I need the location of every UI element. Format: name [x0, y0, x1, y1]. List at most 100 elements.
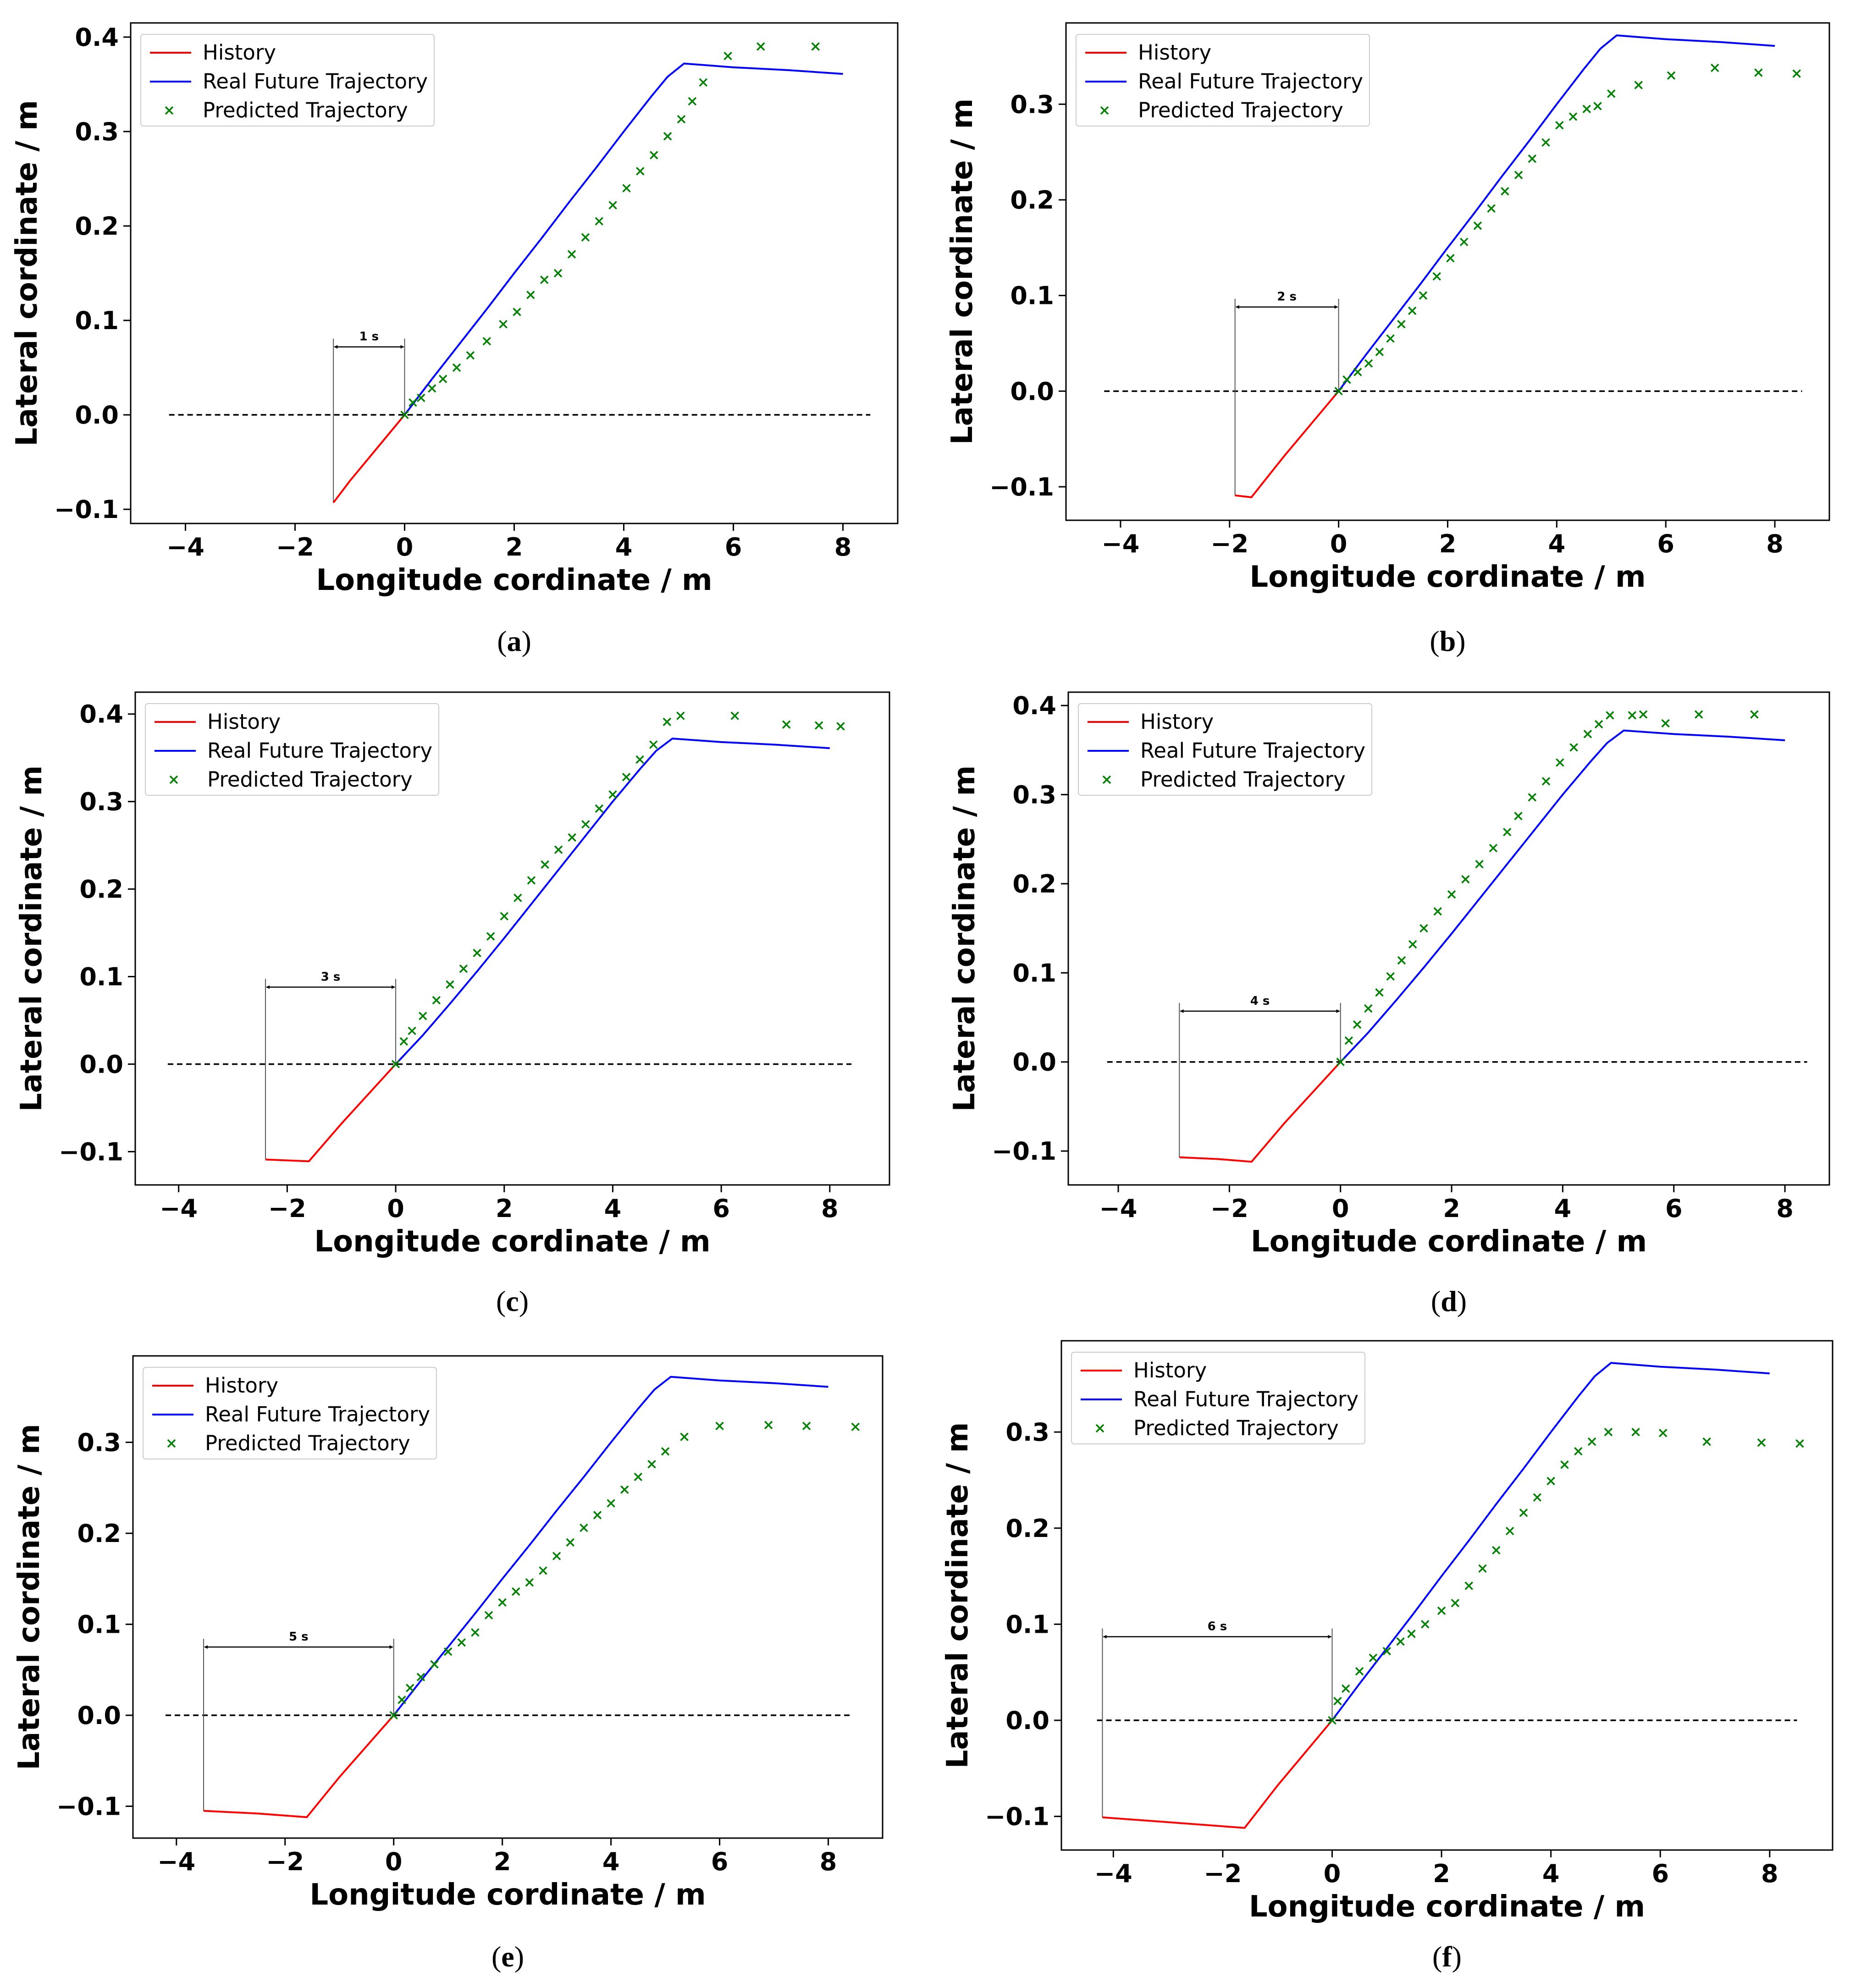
predicted-point — [1546, 1476, 1555, 1486]
predicted-point — [513, 308, 521, 316]
predicted-point — [553, 269, 563, 278]
real-future-line — [393, 1376, 828, 1716]
predicted-point — [443, 1647, 453, 1656]
history-line — [1235, 391, 1340, 498]
predicted-point — [1419, 924, 1428, 933]
predicted-point — [1475, 859, 1484, 869]
panel-caption-letter: a — [507, 625, 522, 657]
predicted-point — [417, 393, 425, 402]
predicted-point — [438, 374, 447, 383]
x-axis-label: Longitude cordinate / m — [1249, 560, 1646, 594]
predicted-point — [554, 845, 563, 854]
y-tick-label: 0.4 — [1012, 691, 1056, 720]
legend-label: Predicted Trajectory — [1138, 98, 1343, 122]
panel-grid: −4 −2 0 2 4 6 8 −0.1 0.0 0.1 0.2 0.3 0.4 Longitude co… — [10, 22, 1833, 1973]
x-tick-label: −2 — [276, 533, 314, 562]
predicted-point — [836, 722, 845, 731]
predicted-point — [608, 201, 617, 209]
predicted-point — [1364, 1004, 1373, 1013]
legend-box — [145, 703, 439, 796]
legend-box — [143, 1367, 437, 1459]
predicted-point — [730, 711, 739, 720]
legend-label: History — [1133, 1358, 1207, 1382]
predicted-point — [1419, 291, 1428, 300]
legend-label: Real Future Trajectory — [203, 69, 428, 94]
y-tick-label: 0.1 — [1010, 281, 1054, 310]
panel-caption-letter: f — [1442, 1940, 1452, 1973]
predicted-point — [391, 1060, 400, 1068]
x-tick-label: −4 — [1099, 1194, 1138, 1223]
x-tick-label: 2 — [1433, 1859, 1450, 1888]
y-axis-label: Lateral cordinate / m — [15, 765, 49, 1112]
x-tick-label: 8 — [1776, 1194, 1794, 1223]
history-line — [1179, 1061, 1342, 1163]
predicted-point — [1514, 811, 1523, 821]
predicted-point — [1375, 988, 1384, 997]
x-tick-label: 8 — [820, 1847, 837, 1876]
y-tick-label: 0.2 — [1005, 1514, 1049, 1543]
predicted-point — [473, 948, 481, 958]
interval-label: 4 s — [1250, 994, 1270, 1008]
legend-predicted-swatch — [1095, 1424, 1104, 1433]
predicted-point — [1397, 956, 1406, 965]
legend-label: History — [205, 1373, 278, 1398]
predicted-point — [608, 790, 617, 799]
predicted-point — [1594, 720, 1603, 729]
predicted-point — [1369, 1653, 1378, 1662]
predicted-point — [1432, 272, 1441, 281]
predicted-point — [715, 1421, 724, 1431]
y-axis-label: Lateral cordinate / m — [948, 765, 982, 1112]
predicted-point — [1375, 347, 1384, 357]
predicted-point — [1473, 221, 1482, 230]
y-axis-label: Lateral cordinate / m — [10, 100, 44, 446]
x-tick-label: 0 — [1332, 1194, 1349, 1223]
predicted-point — [398, 1696, 406, 1704]
predicted-point — [486, 932, 495, 941]
y-tick-label: 0.1 — [75, 306, 119, 335]
predicted-point — [1604, 1427, 1613, 1437]
predicted-point — [389, 1711, 398, 1720]
predicted-point — [811, 42, 820, 51]
predicted-point — [1502, 827, 1512, 837]
predicted-point — [1451, 1599, 1460, 1608]
predicted-point — [430, 1660, 439, 1669]
legend-label: Predicted Trajectory — [205, 1431, 410, 1455]
legend-label: Real Future Trajectory — [1138, 69, 1363, 94]
predicted-point — [649, 740, 658, 749]
y-axis-label: Lateral cordinate / m — [12, 1424, 46, 1770]
predicted-point — [552, 1552, 561, 1560]
y-tick-label: 0.2 — [79, 875, 123, 904]
predicted-point — [428, 384, 436, 393]
predicted-point — [1695, 710, 1703, 719]
predicted-point — [1541, 777, 1551, 786]
predicted-point — [539, 1566, 547, 1575]
predicted-point — [636, 167, 645, 176]
predicted-point — [814, 721, 823, 730]
history-line — [332, 414, 406, 503]
y-tick-label: −0.1 — [985, 1802, 1049, 1831]
predicted-point — [1396, 1637, 1405, 1646]
predicted-point — [699, 78, 708, 87]
x-tick-label: 4 — [602, 1847, 620, 1876]
x-axis-label: Longitude cordinate / m — [316, 563, 712, 597]
history-line — [203, 1714, 395, 1818]
predicted-point — [757, 42, 765, 51]
predicted-point — [466, 351, 475, 360]
y-tick-label: 0.3 — [79, 787, 123, 816]
y-tick-label: 0.2 — [1012, 870, 1056, 898]
y-tick-label: 0.2 — [1010, 186, 1054, 215]
predicted-point — [514, 893, 522, 902]
predicted-point — [581, 233, 590, 242]
x-tick-label: 8 — [1766, 529, 1784, 558]
legend-label: Real Future Trajectory — [207, 738, 432, 763]
predicted-point — [1556, 758, 1564, 767]
predicted-point — [1607, 89, 1616, 98]
predicted-point — [1631, 1427, 1640, 1437]
predicted-point — [452, 363, 461, 372]
predicted-point — [1344, 1036, 1353, 1045]
y-tick-label: 0.3 — [77, 1428, 121, 1457]
y-tick-label: 0.1 — [1005, 1610, 1049, 1639]
chart-panel-b: −4 −2 0 2 4 6 8 −0.1 0.0 0.1 0.2 0.3 Longitude cordi… — [945, 22, 1830, 657]
legend-box — [140, 34, 435, 127]
